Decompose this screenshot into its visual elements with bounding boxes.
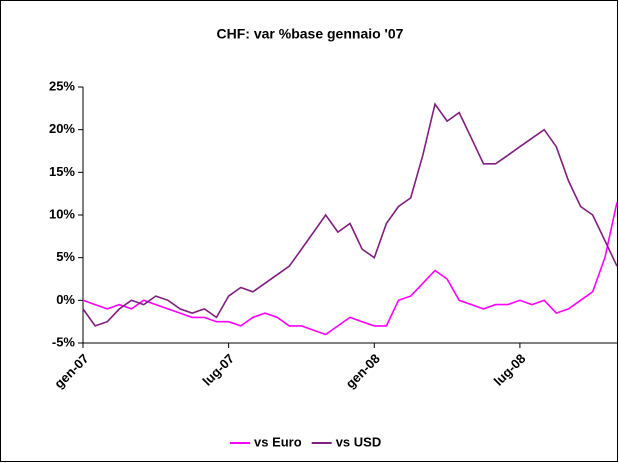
y-tick-label: -5% [52,334,76,349]
y-tick-label: 25% [49,78,75,93]
y-tick-label: 10% [49,206,75,221]
legend-label: vs USD [336,434,382,449]
y-tick-label: 5% [56,249,75,264]
chart-title: CHF: var %base gennaio '07 [217,26,404,42]
legend-label: vs Euro [254,434,302,449]
y-tick-label: 0% [56,292,75,307]
series-line [82,102,618,327]
y-tick-label: 20% [49,121,75,136]
y-tick-label: 15% [49,164,75,179]
series-line [82,202,618,336]
